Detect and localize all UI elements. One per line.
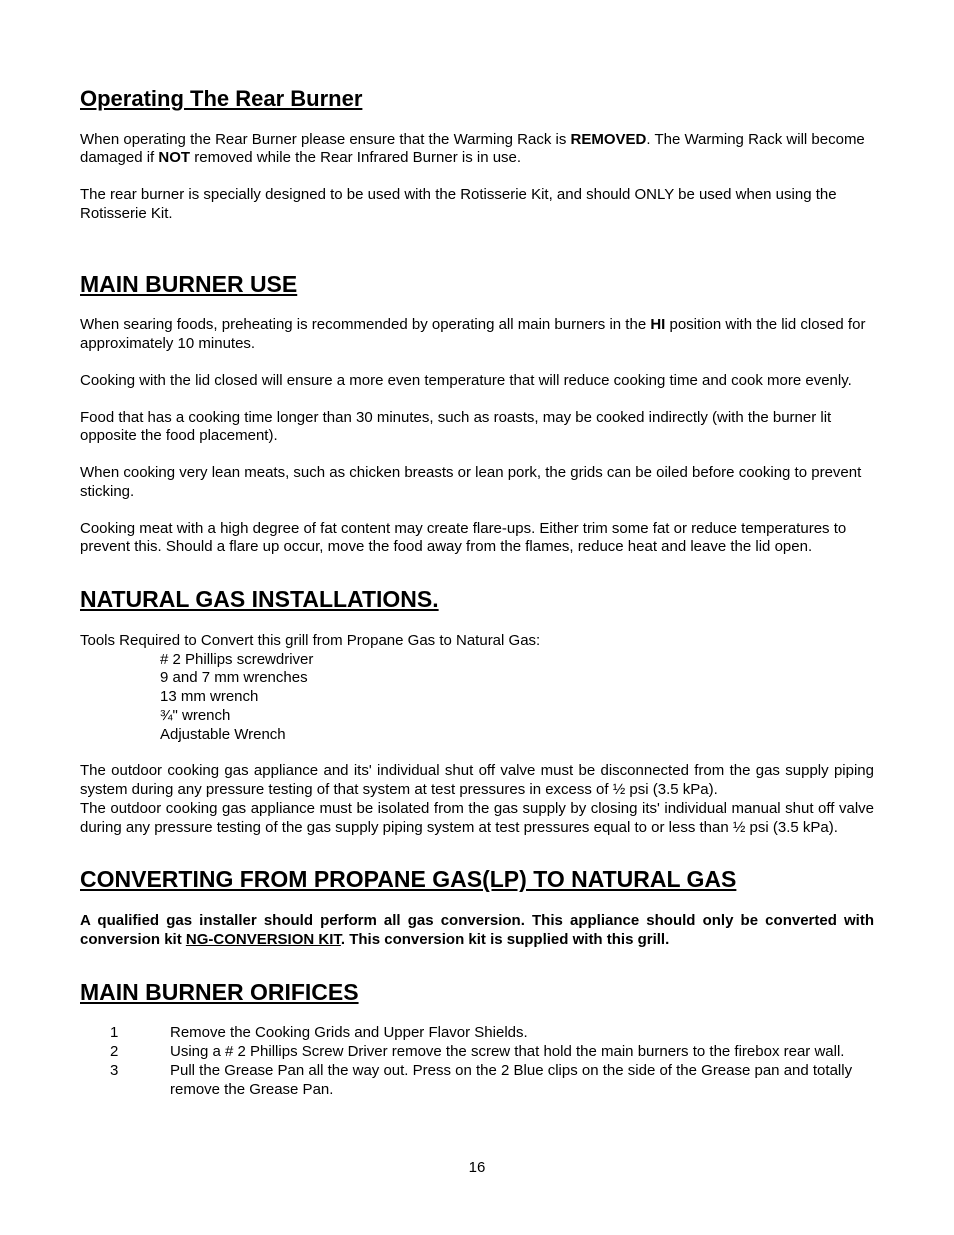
step-text: Pull the Grease Pan all the way out. Pre… bbox=[170, 1062, 874, 1100]
text: . This conversion kit is supplied with t… bbox=[341, 931, 669, 948]
list-item: Adjustable Wrench bbox=[160, 726, 874, 745]
heading-main-burner-orifices: MAIN BURNER ORIFICES bbox=[80, 978, 874, 1007]
text-bold: NOT bbox=[158, 149, 190, 166]
list-item: 13 mm wrench bbox=[160, 688, 874, 707]
main-burner-p3: Food that has a cooking time longer than… bbox=[80, 409, 874, 447]
rear-burner-p1: When operating the Rear Burner please en… bbox=[80, 131, 874, 169]
text: When searing foods, preheating is recomm… bbox=[80, 316, 650, 333]
list-item: 3 Pull the Grease Pan all the way out. P… bbox=[80, 1062, 874, 1100]
heading-natural-gas-installations: NATURAL GAS INSTALLATIONS. bbox=[80, 585, 874, 614]
step-number: 2 bbox=[80, 1043, 170, 1062]
main-burner-p1: When searing foods, preheating is recomm… bbox=[80, 316, 874, 354]
text: When operating the Rear Burner please en… bbox=[80, 131, 571, 148]
orifices-steps: 1 Remove the Cooking Grids and Upper Fla… bbox=[80, 1024, 874, 1099]
step-number: 3 bbox=[80, 1062, 170, 1100]
ng-install-p1: The outdoor cooking gas appliance and it… bbox=[80, 762, 874, 800]
converting-p1: A qualified gas installer should perform… bbox=[80, 912, 874, 950]
step-number: 1 bbox=[80, 1024, 170, 1043]
list-item: # 2 Phillips screwdriver bbox=[160, 651, 874, 670]
main-burner-p2: Cooking with the lid closed will ensure … bbox=[80, 372, 874, 391]
text: removed while the Rear Infrared Burner i… bbox=[190, 149, 521, 166]
text-underline: NG-CONVERSION KIT bbox=[186, 931, 341, 948]
list-item: 1 Remove the Cooking Grids and Upper Fla… bbox=[80, 1024, 874, 1043]
heading-main-burner-use: MAIN BURNER USE bbox=[80, 270, 874, 299]
main-burner-p4: When cooking very lean meats, such as ch… bbox=[80, 464, 874, 502]
step-text: Using a # 2 Phillips Screw Driver remove… bbox=[170, 1043, 874, 1062]
list-item: 2 Using a # 2 Phillips Screw Driver remo… bbox=[80, 1043, 874, 1062]
page-number: 16 bbox=[80, 1159, 874, 1178]
ng-tools-intro: Tools Required to Convert this grill fro… bbox=[80, 632, 874, 651]
ng-tools-list: # 2 Phillips screwdriver 9 and 7 mm wren… bbox=[160, 651, 874, 745]
text-bold: HI bbox=[650, 316, 665, 333]
step-text: Remove the Cooking Grids and Upper Flavo… bbox=[170, 1024, 874, 1043]
list-item: ¾" wrench bbox=[160, 707, 874, 726]
rear-burner-p2: The rear burner is specially designed to… bbox=[80, 186, 874, 224]
main-burner-p5: Cooking meat with a high degree of fat c… bbox=[80, 520, 874, 558]
heading-converting-lp-to-ng: CONVERTING FROM PROPANE GAS(LP) TO NATUR… bbox=[80, 865, 874, 894]
list-item: 9 and 7 mm wrenches bbox=[160, 669, 874, 688]
ng-install-p2: The outdoor cooking gas appliance must b… bbox=[80, 800, 874, 838]
text-bold: REMOVED bbox=[571, 131, 647, 148]
heading-operating-rear-burner: Operating The Rear Burner bbox=[80, 85, 874, 113]
